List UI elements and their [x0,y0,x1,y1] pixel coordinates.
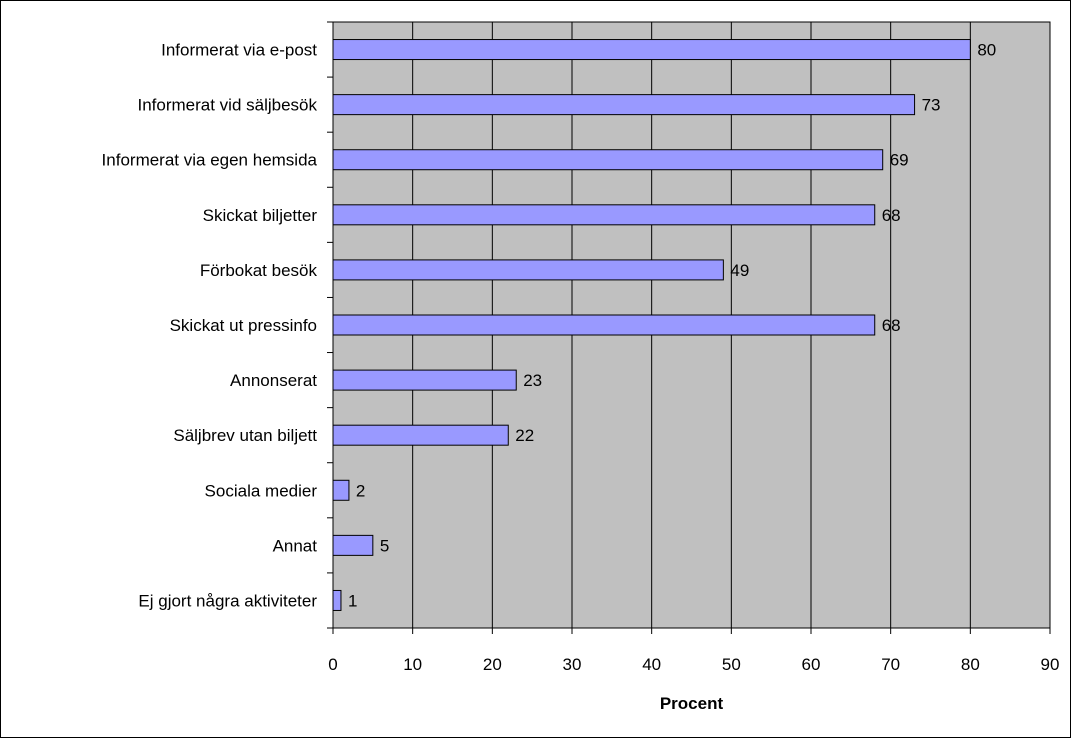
x-tick-label: 80 [961,655,980,674]
x-tick-label: 70 [881,655,900,674]
value-label: 1 [348,591,357,610]
x-tick-label: 50 [722,655,741,674]
category-label: Säljbrev utan biljett [173,426,317,445]
category-label: Informerat via e-post [161,41,317,60]
bar [332,204,876,226]
x-axis-title: Procent [660,694,724,713]
bar [332,424,509,446]
value-label: 49 [730,261,749,280]
x-tick-label: 90 [1041,655,1060,674]
value-label: 68 [882,316,901,335]
bar [332,534,374,556]
value-label: 80 [977,41,996,60]
bar [332,39,971,61]
value-label: 2 [356,481,365,500]
x-tick-label: 10 [403,655,422,674]
x-tick-label: 30 [563,655,582,674]
bar [332,314,876,336]
value-label: 68 [882,206,901,225]
axes [327,21,1051,634]
category-label: Informerat vid säljbesök [137,96,317,115]
bar [332,369,517,391]
bar [332,149,884,171]
category-label: Informerat via egen hemsida [102,151,318,170]
category-label: Ej gjort några aktiviteter [138,591,317,610]
value-label: 23 [523,371,542,390]
category-label: Skickat biljetter [203,206,318,225]
x-tick-label: 20 [483,655,502,674]
category-label: Annat [273,536,318,555]
bar [332,94,916,116]
x-tick-label: 60 [802,655,821,674]
category-labels: Informerat via e-post Informerat vid sälj… [102,41,318,611]
x-tick-label: 0 [328,655,337,674]
category-label: Sociala medier [205,481,318,500]
bars [332,39,971,611]
bar [332,589,342,611]
tick-labels: 0 10 20 30 40 50 60 70 80 90 [328,655,1059,674]
category-label: Annonserat [230,371,317,390]
category-label: Förbokat besök [200,261,318,280]
category-label: Skickat ut pressinfo [170,316,317,335]
value-label: 73 [922,96,941,115]
x-tick-label: 40 [642,655,661,674]
value-label: 5 [380,536,389,555]
bar [332,479,350,501]
bar [332,259,724,281]
value-label: 69 [890,151,909,170]
value-label: 22 [515,426,534,445]
